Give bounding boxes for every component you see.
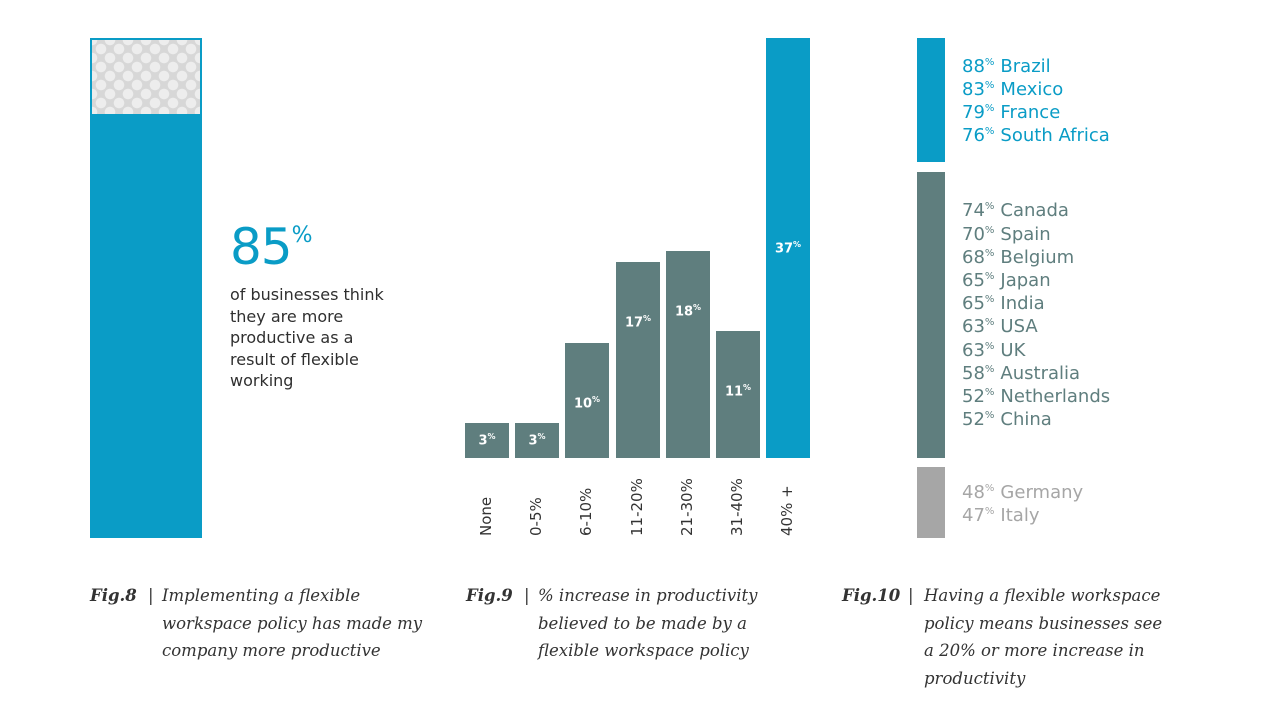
fig8-bar	[90, 38, 202, 538]
fig10-caption-number: Fig.10	[842, 586, 901, 605]
fig10-row: 88% Brazil	[962, 58, 1051, 76]
fig9-caption-separator: |	[524, 586, 530, 605]
fig10-row: 83% Mexico	[962, 81, 1063, 99]
fig10-percentage: 70%	[962, 224, 995, 245]
fig9-category-label: 6-10%	[577, 487, 595, 536]
fig10-row: 70% Spain	[962, 226, 1051, 244]
fig10-row: 74% Canada	[962, 202, 1069, 220]
fig9-caption-text: % increase in productivity believed to b…	[538, 586, 758, 660]
fig9-category-label: None	[477, 496, 495, 536]
fig10-country: France	[1000, 102, 1061, 123]
fig9-category-label: 31-40%	[728, 478, 746, 536]
fig9-bar	[565, 343, 609, 458]
fig10-row: 65% India	[962, 295, 1045, 313]
fig10-percentage: 79%	[962, 102, 995, 123]
fig10-row: 76% South Africa	[962, 127, 1110, 145]
fig9-bar	[666, 251, 710, 458]
fig10-row: 47% Italy	[962, 507, 1039, 525]
fig10-caption-separator: |	[908, 586, 914, 605]
fig10-percentage: 83%	[962, 79, 995, 100]
fig8-caption-text: Implementing a flexible workspace policy…	[162, 586, 423, 660]
fig10-percentage: 63%	[962, 340, 995, 361]
fig10-country: Belgium	[1000, 247, 1075, 268]
fig9-bar	[465, 423, 509, 458]
fig10-country: China	[1000, 409, 1052, 430]
fig8-remainder-pattern	[92, 40, 200, 114]
fig9-data-label: 11%	[724, 383, 752, 400]
fig8-description: of businesses think they are more produc…	[230, 285, 384, 390]
fig10-country: Spain	[1000, 224, 1051, 245]
fig9-bar	[616, 262, 660, 458]
fig10-row: 48% Germany	[962, 484, 1083, 502]
fig9-data-label: 3%	[478, 432, 496, 449]
fig10-row: 79% France	[962, 104, 1060, 122]
fig9-bar	[716, 331, 760, 458]
fig9-category-label: 0-5%	[527, 497, 545, 536]
fig10-row: 63% UK	[962, 342, 1025, 360]
fig8-caption-separator: |	[148, 586, 154, 605]
fig9-data-label: 37%	[774, 240, 802, 257]
fig10-percentage: 63%	[962, 316, 995, 337]
fig10-country: Australia	[1000, 363, 1081, 384]
fig9-data-label: 3%	[528, 432, 546, 449]
fig10-country: Germany	[1000, 482, 1084, 503]
fig10-country: Italy	[1000, 505, 1040, 526]
fig9-category-label: 11-20%	[628, 478, 646, 536]
fig9-caption-number: Fig.9	[466, 586, 513, 605]
fig10-percentage: 88%	[962, 56, 995, 77]
fig10-percentage: 76%	[962, 125, 995, 146]
fig10-percentage: 58%	[962, 363, 995, 384]
fig10-country: India	[1000, 293, 1045, 314]
fig10-percentage: 74%	[962, 200, 995, 221]
fig10-group-bar	[917, 38, 945, 162]
fig9-data-label: 18%	[674, 303, 702, 320]
fig10-country: Canada	[1000, 200, 1069, 221]
fig9-bar	[515, 423, 559, 458]
fig10-row: 52% China	[962, 411, 1052, 429]
fig9-category-label: 40% +	[778, 485, 796, 536]
fig10-country: South Africa	[1000, 125, 1110, 146]
fig10-row: 58% Australia	[962, 365, 1080, 383]
fig10-percentage: 48%	[962, 482, 995, 503]
fig10-country: Japan	[1000, 270, 1051, 291]
fig10-row: 65% Japan	[962, 272, 1051, 290]
fig10-row: 68% Belgium	[962, 249, 1074, 267]
fig10-group-bar	[917, 467, 945, 538]
fig10-percentage: 68%	[962, 247, 995, 268]
fig10-country: Brazil	[1000, 56, 1051, 77]
fig10-percentage: 52%	[962, 409, 995, 430]
fig9-data-label: 17%	[624, 314, 652, 331]
fig10-country: UK	[1000, 340, 1026, 361]
fig10-percentage: 47%	[962, 505, 995, 526]
fig9-data-label: 10%	[573, 395, 601, 412]
fig9-category-label: 21-30%	[678, 478, 696, 536]
fig10-percentage: 65%	[962, 293, 995, 314]
fig10-percentage: 65%	[962, 270, 995, 291]
fig10-percentage: 52%	[962, 386, 995, 407]
fig10-country: Netherlands	[1000, 386, 1111, 407]
fig10-caption-text: Having a flexible workspace policy means…	[924, 586, 1163, 688]
fig9-bar	[766, 38, 810, 458]
fig10-country: USA	[1000, 316, 1038, 337]
fig10-row: 63% USA	[962, 318, 1038, 336]
fig10-row: 52% Netherlands	[962, 388, 1110, 406]
fig8-big-value: 85%	[230, 218, 313, 276]
fig10-group-bar	[917, 172, 945, 458]
fig10-country: Mexico	[1000, 79, 1064, 100]
fig8-caption-number: Fig.8	[90, 586, 137, 605]
